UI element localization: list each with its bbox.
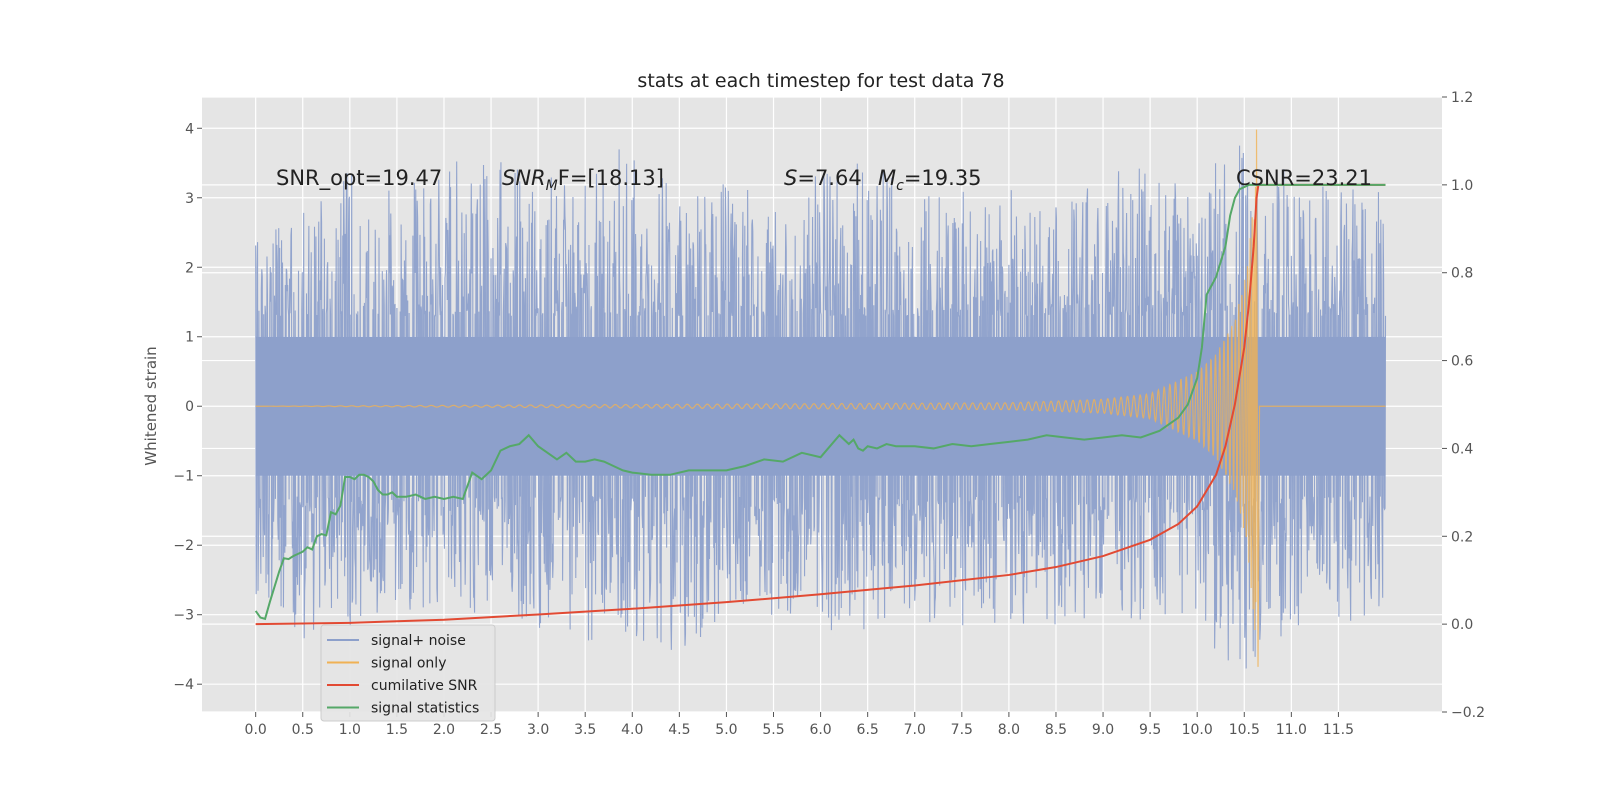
y-axis-ticks: −4 −3 −2 −1 0 1 2 3 4 [173, 121, 202, 693]
legend-label-3: signal statistics [371, 701, 479, 717]
y-axis-label: Whitened strain [142, 346, 160, 465]
x-tick-label-16: 8.0 [998, 722, 1020, 738]
y-right-tick-label-4: 0.6 [1451, 354, 1473, 370]
x-tick-label-0: 0.0 [245, 722, 267, 738]
annotation-s-label: S [784, 166, 797, 190]
plot-marks [254, 129, 1387, 669]
signal-only-line [255, 129, 1386, 667]
x-axis-ticks: 0.0 0.5 1.0 1.5 2.0 2.5 3.0 3.5 4.0 4.5 5.0 5.5 6.0 6… [245, 712, 1354, 738]
right-y-axis-ticks: −0.2 0.0 0.2 0.4 0.6 0.8 1.0 1.2 [1442, 90, 1485, 721]
x-tick-label-20: 10.0 [1182, 722, 1213, 738]
y-tick-label-7: 3 [185, 191, 194, 207]
annotation-csnr: CSNR=23.21 [1236, 166, 1372, 190]
y-tick-label-0: −4 [173, 677, 194, 693]
x-tick-label-17: 8.5 [1045, 722, 1067, 738]
x-tick-label-5: 2.5 [480, 722, 502, 738]
y-tick-label-6: 2 [185, 260, 194, 276]
series-signal-only [255, 129, 1386, 667]
series-cumulative-snr [255, 183, 1386, 626]
y-tick-label-2: −2 [173, 538, 194, 554]
x-tick-label-7: 3.5 [574, 722, 596, 738]
y-tick-label-5: 1 [185, 330, 194, 346]
x-tick-label-23: 11.5 [1323, 722, 1354, 738]
signal-statistics-line [254, 183, 1386, 621]
x-tick-label-3: 1.5 [386, 722, 408, 738]
x-tick-label-13: 6.5 [857, 722, 879, 738]
annotation-mc-sub: c [896, 178, 904, 194]
legend: signal+ noise signal only cumilative SNR si… [320, 624, 496, 722]
annotation-mc-value: =19.35 [904, 166, 982, 190]
cumulative-snr-line [255, 183, 1386, 626]
x-tick-label-22: 11.0 [1276, 722, 1307, 738]
annotation-snr-mf: SNRMF=[18.13] [502, 166, 664, 194]
legend-label-1: signal only [371, 656, 446, 672]
y-tick-label-4: 0 [185, 399, 194, 415]
y-right-tick-label-5: 0.8 [1451, 266, 1473, 282]
y-right-tick-label-7: 1.2 [1451, 90, 1473, 106]
x-tick-label-19: 9.5 [1139, 722, 1161, 738]
annotation-snr-mf-sub: M [546, 178, 558, 194]
annotation-snr-opt: SNR_opt=19.47 [276, 166, 442, 191]
y-tick-label-3: −1 [173, 469, 194, 485]
x-tick-label-15: 7.5 [951, 722, 973, 738]
y-tick-label-8: 4 [185, 121, 194, 137]
y-right-tick-label-0: −0.2 [1451, 705, 1485, 721]
x-tick-label-18: 9.0 [1092, 722, 1114, 738]
y-tick-label-1: −3 [173, 608, 194, 624]
legend-label-2: cumilative SNR [371, 678, 478, 694]
annotation-snr-mf-base: SNR [502, 166, 546, 190]
x-tick-label-12: 6.0 [809, 722, 831, 738]
y-right-tick-label-3: 0.4 [1451, 441, 1473, 457]
x-tick-label-11: 5.5 [762, 722, 784, 738]
y-right-tick-label-6: 1.0 [1451, 178, 1473, 194]
annotation-s-value: =7.64 [797, 166, 861, 190]
x-tick-label-4: 2.0 [433, 722, 455, 738]
x-tick-label-8: 4.0 [621, 722, 643, 738]
annotations: SNR_opt=19.47 SNRMF=[18.13] S=7.64 Mc=19… [276, 166, 1372, 194]
x-tick-label-6: 3.0 [527, 722, 549, 738]
annotation-mc-label: M [878, 166, 896, 190]
annotation-snr-mf-rest: F=[18.13] [558, 166, 664, 190]
x-tick-label-21: 10.5 [1229, 722, 1260, 738]
y-right-tick-label-1: 0.0 [1451, 617, 1473, 633]
x-tick-label-2: 1.0 [339, 722, 361, 738]
x-tick-label-1: 0.5 [292, 722, 314, 738]
annotation-s: S=7.64 [784, 166, 862, 190]
legend-box [320, 624, 496, 722]
x-tick-label-9: 4.5 [668, 722, 690, 738]
annotation-mc: Mc=19.35 [878, 166, 982, 194]
chart-title: stats at each timestep for test data 78 [637, 70, 1004, 92]
x-tick-label-14: 7.0 [904, 722, 926, 738]
series-signal-statistics [254, 183, 1386, 621]
x-tick-label-10: 5.0 [715, 722, 737, 738]
y-right-tick-label-2: 0.2 [1451, 529, 1473, 545]
legend-label-0: signal+ noise [371, 633, 466, 649]
